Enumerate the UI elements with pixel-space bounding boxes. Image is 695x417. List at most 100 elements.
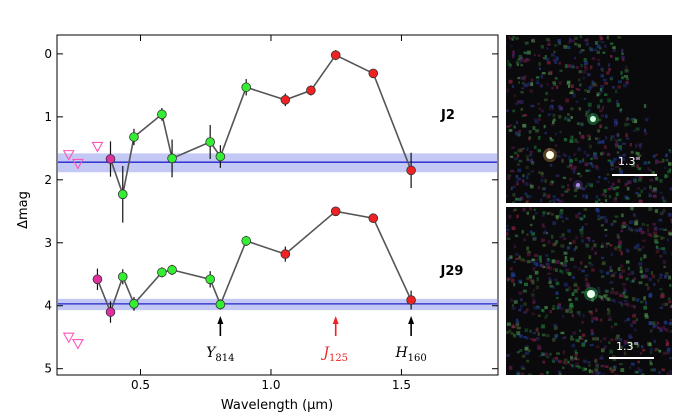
noise-speck [631, 304, 634, 308]
noise-speck [522, 179, 525, 183]
noise-speck [555, 215, 560, 218]
noise-speck [540, 45, 544, 49]
noise-speck [572, 239, 576, 244]
noise-speck [623, 351, 627, 356]
noise-speck [510, 155, 514, 158]
noise-speck [611, 160, 616, 163]
data-point-j2-12 [406, 165, 416, 176]
noise-speck [508, 329, 512, 333]
noise-speck [585, 42, 589, 46]
noise-speck [619, 338, 623, 342]
noise-speck [616, 151, 620, 154]
noise-speck [630, 271, 635, 275]
noise-speck [654, 209, 658, 213]
noise-speck [517, 58, 520, 61]
noise-speck [567, 64, 571, 68]
noise-speck [630, 150, 634, 154]
noise-speck [614, 143, 619, 146]
noise-speck [567, 184, 570, 187]
noise-speck [561, 263, 566, 267]
noise-speck [566, 117, 570, 120]
noise-speck [658, 371, 661, 374]
noise-speck [616, 121, 619, 126]
noise-speck [519, 334, 523, 338]
noise-speck [590, 162, 593, 165]
noise-speck [639, 270, 643, 274]
noise-speck [646, 224, 650, 227]
noise-speck [599, 215, 604, 220]
noise-speck [522, 207, 526, 212]
noise-speck [560, 193, 565, 197]
noise-speck [549, 310, 553, 314]
noise-speck [582, 333, 586, 337]
noise-speck [633, 328, 637, 332]
noise-speck [506, 354, 510, 357]
noise-speck [601, 263, 606, 266]
noise-speck [532, 126, 536, 131]
noise-speck [525, 57, 529, 61]
data-point-j2-10 [330, 50, 341, 60]
noise-speck [600, 74, 605, 78]
noise-speck [654, 348, 659, 351]
noise-speck [610, 54, 613, 58]
noise-speck [577, 286, 580, 291]
noise-speck [518, 159, 523, 163]
scale-bar [612, 174, 657, 176]
noise-speck [640, 230, 644, 235]
noise-speck [560, 262, 564, 265]
noise-speck [575, 365, 580, 368]
noise-speck [610, 167, 614, 171]
noise-speck [617, 242, 622, 246]
noise-speck [549, 70, 553, 75]
noise-speck [552, 305, 556, 308]
noise-speck [546, 334, 550, 338]
noise-speck [509, 124, 513, 127]
y-tick-label: 0 [44, 47, 52, 61]
y-tick-label: 1 [44, 110, 52, 124]
noise-speck [653, 231, 657, 235]
noise-speck [619, 275, 623, 279]
noise-speck [567, 119, 571, 122]
noise-speck [526, 308, 529, 312]
noise-speck [566, 80, 571, 85]
noise-speck [524, 192, 528, 196]
noise-speck [659, 211, 664, 216]
noise-speck [617, 236, 621, 240]
noise-speck [571, 365, 575, 369]
noise-speck [527, 159, 531, 162]
noise-speck [624, 122, 627, 127]
noise-speck [598, 295, 601, 298]
noise-speck [604, 219, 609, 224]
noise-speck [516, 372, 520, 375]
noise-speck [574, 36, 578, 40]
noise-speck [649, 178, 654, 182]
noise-speck [582, 158, 585, 163]
noise-speck [555, 174, 560, 177]
source-core [590, 116, 596, 122]
noise-speck [577, 366, 582, 369]
noise-speck [588, 144, 592, 149]
noise-speck [554, 44, 558, 47]
noise-speck [577, 267, 581, 271]
noise-speck [524, 182, 529, 186]
noise-speck [591, 319, 594, 323]
noise-speck [632, 129, 636, 132]
noise-speck [638, 249, 642, 252]
noise-speck [520, 91, 524, 94]
data-point-j2-0 [105, 154, 116, 164]
noise-speck [581, 269, 585, 273]
y-tick-label: 5 [44, 362, 52, 376]
noise-speck [541, 324, 545, 328]
noise-speck [537, 344, 541, 349]
noise-speck [664, 166, 667, 169]
noise-speck [606, 242, 610, 245]
noise-speck [640, 257, 643, 261]
noise-speck [584, 66, 588, 71]
noise-speck [620, 264, 624, 268]
noise-speck [518, 255, 521, 260]
noise-speck [601, 275, 605, 278]
noise-speck [565, 310, 569, 313]
noise-speck [524, 310, 528, 314]
noise-speck [563, 45, 568, 49]
noise-speck [540, 175, 545, 178]
